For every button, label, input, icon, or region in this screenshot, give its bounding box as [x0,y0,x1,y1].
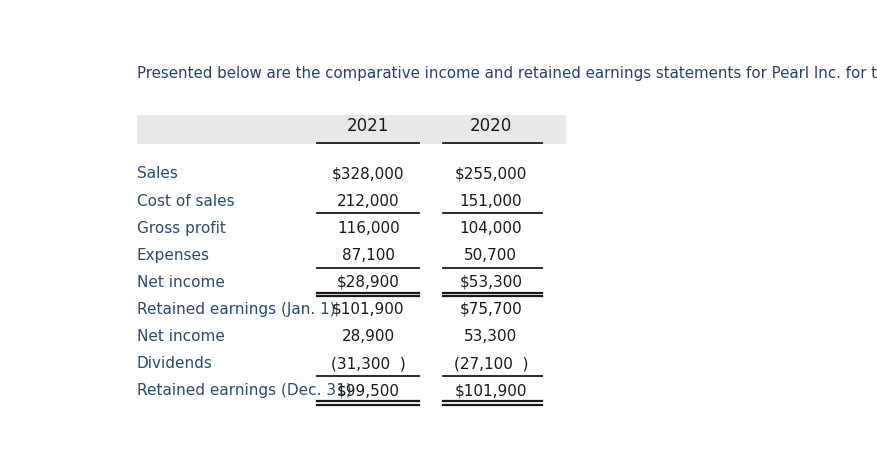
Text: $99,500: $99,500 [337,383,399,398]
Text: 50,700: 50,700 [464,248,517,262]
Text: (31,300  ): (31,300 ) [331,356,405,371]
Text: $28,900: $28,900 [337,275,399,290]
Text: $75,700: $75,700 [459,302,522,317]
Text: Cost of sales: Cost of sales [137,193,234,208]
Text: 212,000: 212,000 [337,193,399,208]
Text: Net income: Net income [137,275,225,290]
Text: $328,000: $328,000 [332,166,404,181]
Text: $101,900: $101,900 [454,383,526,398]
Text: 53,300: 53,300 [464,329,517,344]
Text: 2021: 2021 [346,117,389,135]
Text: $255,000: $255,000 [454,166,526,181]
Text: 87,100: 87,100 [341,248,395,262]
Text: Presented below are the comparative income and retained earnings statements for : Presented below are the comparative inco… [137,66,877,81]
Text: Net income: Net income [137,329,225,344]
Text: 104,000: 104,000 [459,221,522,235]
Text: 151,000: 151,000 [459,193,522,208]
Text: $101,900: $101,900 [332,302,404,317]
Text: Gross profit: Gross profit [137,221,225,235]
FancyBboxPatch shape [137,115,565,144]
Text: Retained earnings (Jan. 1): Retained earnings (Jan. 1) [137,302,335,317]
Text: Retained earnings (Dec. 31): Retained earnings (Dec. 31) [137,383,351,398]
Text: $53,300: $53,300 [459,275,522,290]
Text: Expenses: Expenses [137,248,210,262]
Text: 28,900: 28,900 [341,329,395,344]
Text: (27,100  ): (27,100 ) [453,356,527,371]
Text: 116,000: 116,000 [337,221,399,235]
Text: 2020: 2020 [469,117,511,135]
Text: Sales: Sales [137,166,178,181]
Text: Dividends: Dividends [137,356,212,371]
